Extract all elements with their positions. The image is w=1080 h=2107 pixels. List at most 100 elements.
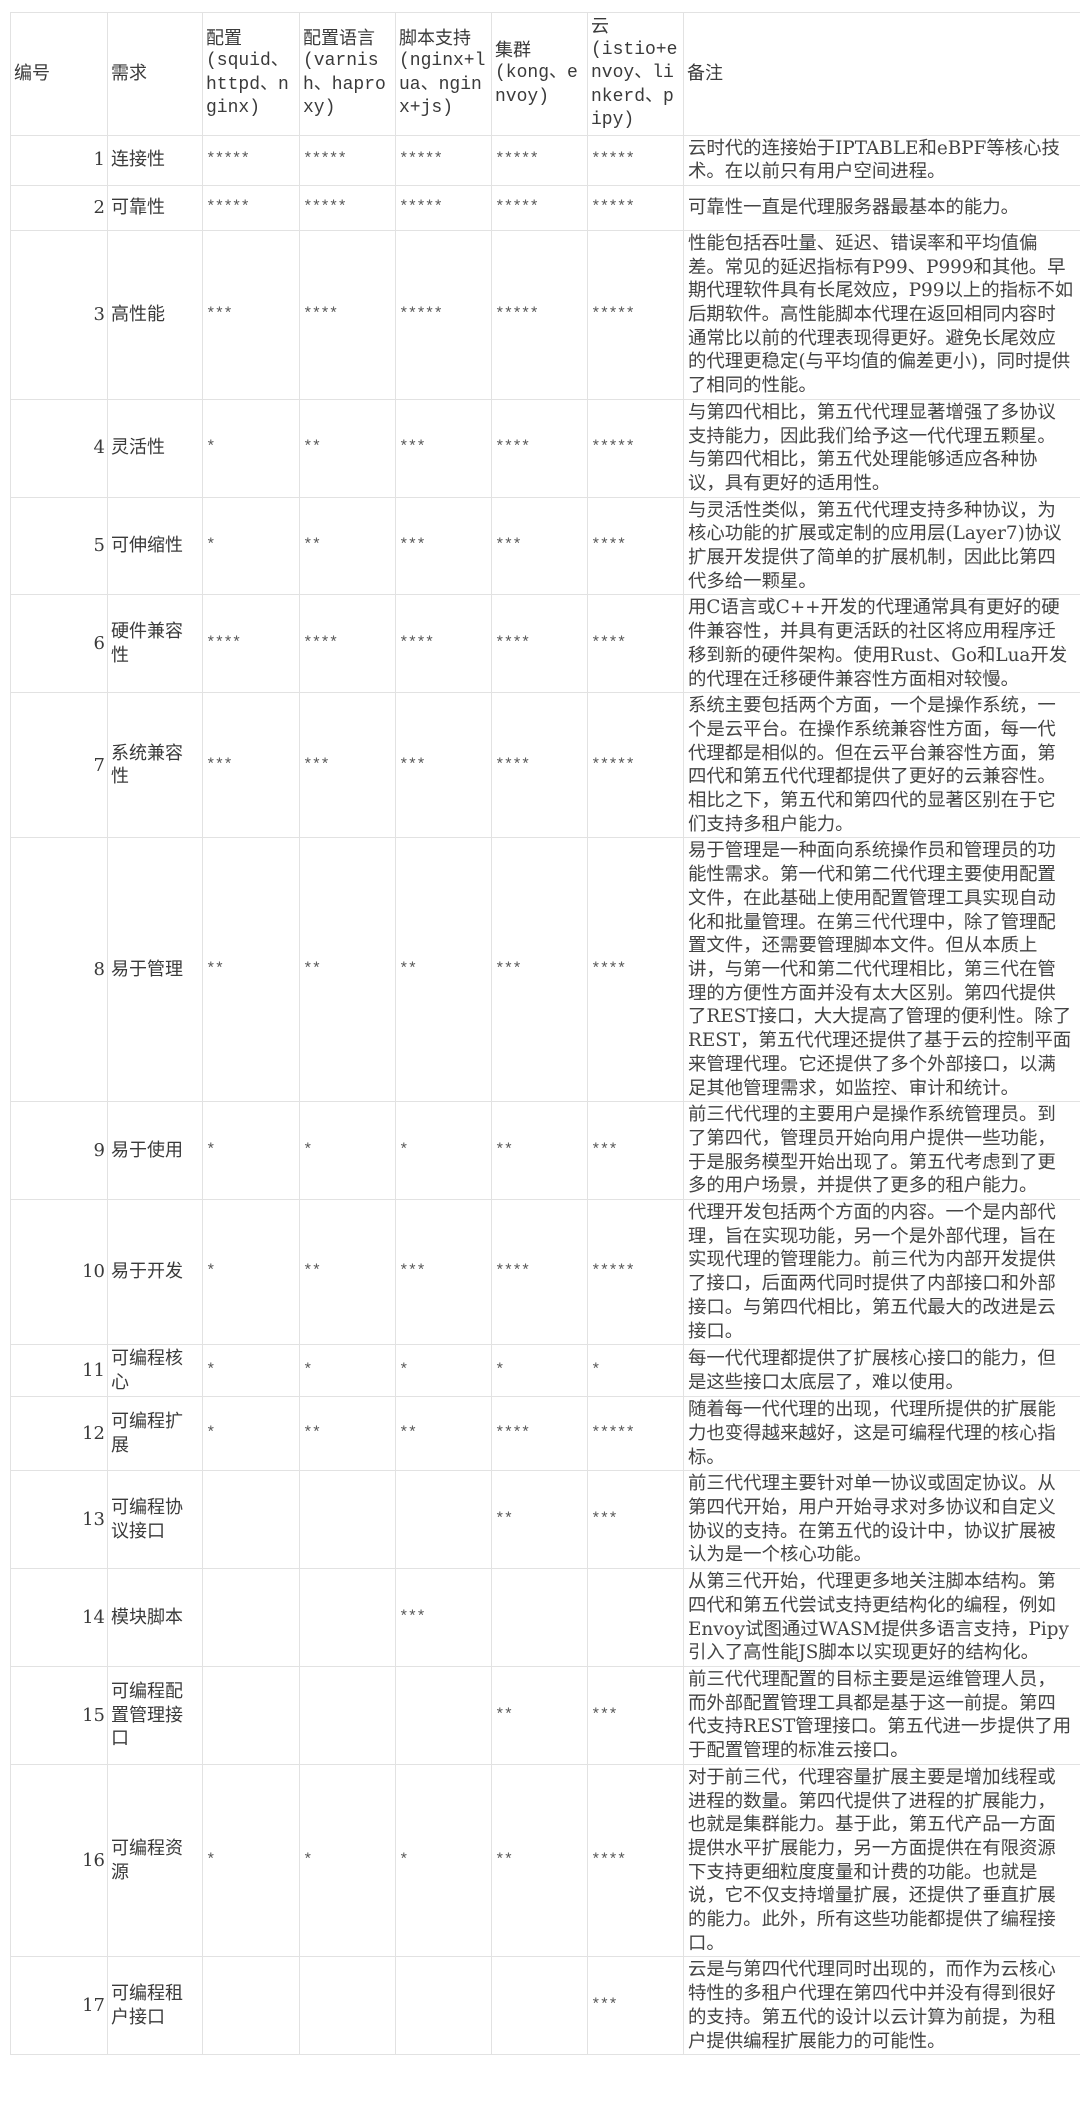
requirement-cell: 可编程协议接口 — [107, 1470, 203, 1570]
table-row: 9 易于使用 * * * ** *** 前三代代理的主要用户是操作系统管理员。到了第四代，管理… — [10, 1101, 1080, 1201]
config-rating: * — [202, 496, 300, 596]
note-cell: 前三代代理主要针对单一协议或固定协议。从第四代开始，用户开始寻求对多协议和自定义… — [683, 1470, 1080, 1570]
header-sublabel: (squid、httpd、nginx) — [206, 51, 289, 119]
config-language-rating — [299, 1568, 396, 1667]
config-language-rating: ** — [299, 496, 396, 596]
script-support-rating: *** — [395, 1568, 492, 1667]
cluster-rating: ** — [491, 1665, 588, 1765]
note-cell: 云时代的连接始于IPTABLE和eBPF等核心技术。在以前只有用户空间进程。 — [683, 134, 1080, 186]
script-support-rating: **** — [395, 594, 492, 694]
config-language-rating: ** — [299, 1199, 396, 1346]
config-language-rating: * — [299, 1101, 396, 1201]
table-row: 3 高性能 *** **** ***** ***** ***** 性能包括吞吐量、延迟、错误率… — [10, 229, 1080, 400]
cluster-rating: ***** — [491, 229, 588, 400]
note-cell: 前三代代理配置的目标主要是运维管理人员，而外部配置管理工具都是基于这一前提。第四… — [683, 1665, 1080, 1765]
requirement-cell: 可编程核心 — [107, 1344, 203, 1398]
cluster-rating: ** — [491, 1470, 588, 1570]
table-row: 10 易于开发 * ** *** **** ***** 代理开发包括两个方面的内容。一个是内部… — [10, 1199, 1080, 1346]
config-language-rating — [299, 1665, 396, 1765]
cluster-rating: **** — [491, 1396, 588, 1472]
row-number: 17 — [10, 1956, 108, 2056]
requirement-cell: 可靠性 — [107, 184, 203, 231]
config-language-rating: ** — [299, 1396, 396, 1472]
config-language-rating: * — [299, 1763, 396, 1958]
script-support-rating: *** — [395, 398, 492, 498]
header-sublabel: (varnish、haproxy) — [303, 51, 386, 119]
cluster-rating: *** — [491, 837, 588, 1103]
header-sublabel: (nginx+lua、nginx+js) — [399, 51, 486, 119]
row-number: 10 — [10, 1199, 108, 1346]
cluster-rating: ***** — [491, 134, 588, 186]
config-rating: ***** — [202, 184, 300, 231]
requirement-cell: 可编程扩展 — [107, 1396, 203, 1472]
cloud-rating: **** — [587, 837, 684, 1103]
config-rating: * — [202, 1344, 300, 1398]
script-support-rating: ***** — [395, 184, 492, 231]
script-support-rating — [395, 1665, 492, 1765]
cluster-rating — [491, 1568, 588, 1667]
row-number: 9 — [10, 1101, 108, 1201]
script-support-rating: *** — [395, 692, 492, 839]
cloud-rating: *** — [587, 1665, 684, 1765]
config-rating: **** — [202, 594, 300, 694]
header-notes: 备注 — [683, 12, 1080, 136]
table-row: 13 可编程协议接口 ** *** 前三代代理主要针对单一协议或固定协议。从第四代开始，… — [10, 1470, 1080, 1570]
cloud-rating — [587, 1568, 684, 1667]
header-sublabel: (istio+envoy、linkerd、pipy) — [591, 39, 678, 131]
script-support-rating: * — [395, 1101, 492, 1201]
script-support-rating: *** — [395, 1199, 492, 1346]
row-number: 13 — [10, 1470, 108, 1570]
config-language-rating — [299, 1956, 396, 2056]
cloud-rating: **** — [587, 1763, 684, 1958]
row-number: 14 — [10, 1568, 108, 1667]
config-language-rating: **** — [299, 229, 396, 400]
cluster-rating: ***** — [491, 184, 588, 231]
cluster-rating: **** — [491, 398, 588, 498]
script-support-rating: ***** — [395, 134, 492, 186]
header-label: 编号 — [14, 63, 50, 84]
config-language-rating: ***** — [299, 134, 396, 186]
header-number: 编号 — [10, 12, 108, 136]
config-language-rating: ***** — [299, 184, 396, 231]
header-label: 云 — [591, 16, 609, 37]
table-body: 1 连接性 ***** ***** ***** ***** ***** 云时代的连接始于IPT… — [10, 134, 1080, 2056]
table-row: 2 可靠性 ***** ***** ***** ***** ***** 可靠性一直是代理服务器… — [10, 184, 1080, 231]
row-number: 4 — [10, 398, 108, 498]
requirement-cell: 灵活性 — [107, 398, 203, 498]
table-row: 5 可伸缩性 * ** *** *** **** 与灵活性类似，第五代代理支持多种协议，为核心… — [10, 496, 1080, 596]
requirement-cell: 可编程资源 — [107, 1763, 203, 1958]
note-cell: 与灵活性类似，第五代代理支持多种协议，为核心功能的扩展或定制的应用层(Layer… — [683, 496, 1080, 596]
requirement-cell: 易于使用 — [107, 1101, 203, 1201]
table-row: 7 系统兼容性 *** *** *** **** ***** 系统主要包括两个方面，一个是操作… — [10, 692, 1080, 839]
requirement-cell: 可伸缩性 — [107, 496, 203, 596]
script-support-rating: * — [395, 1763, 492, 1958]
row-number: 3 — [10, 229, 108, 400]
header-label: 需求 — [111, 63, 147, 84]
requirement-cell: 连接性 — [107, 134, 203, 186]
config-rating — [202, 1665, 300, 1765]
cluster-rating: *** — [491, 496, 588, 596]
config-rating: *** — [202, 229, 300, 400]
header-sublabel: (kong、envoy) — [495, 63, 578, 107]
row-number: 11 — [10, 1344, 108, 1398]
requirement-cell: 可编程配置管理接口 — [107, 1665, 203, 1765]
header-config: 配置 (squid、httpd、nginx) — [202, 12, 300, 136]
table-row: 11 可编程核心 * * * * * 每一代代理都提供了扩展核心接口的能力，但是这些接口太底层… — [10, 1344, 1080, 1398]
header-label: 备注 — [687, 63, 723, 84]
cloud-rating: ***** — [587, 398, 684, 498]
config-language-rating: ** — [299, 398, 396, 498]
config-rating: * — [202, 1199, 300, 1346]
header-label: 配置语言 — [303, 27, 375, 49]
cloud-rating: *** — [587, 1470, 684, 1570]
note-cell: 对于前三代，代理容量扩展主要是增加线程或进程的数量。第四代提供了进程的扩展能力，… — [683, 1763, 1080, 1958]
row-number: 1 — [10, 134, 108, 186]
config-language-rating: * — [299, 1344, 396, 1398]
cloud-rating: ***** — [587, 184, 684, 231]
config-language-rating: ** — [299, 837, 396, 1103]
cloud-rating: ***** — [587, 229, 684, 400]
row-number: 5 — [10, 496, 108, 596]
config-rating: * — [202, 398, 300, 498]
table-row: 16 可编程资源 * * * ** **** 对于前三代，代理容量扩展主要是增加线程或进程的数… — [10, 1763, 1080, 1958]
cloud-rating: *** — [587, 1956, 684, 2056]
script-support-rating: * — [395, 1344, 492, 1398]
